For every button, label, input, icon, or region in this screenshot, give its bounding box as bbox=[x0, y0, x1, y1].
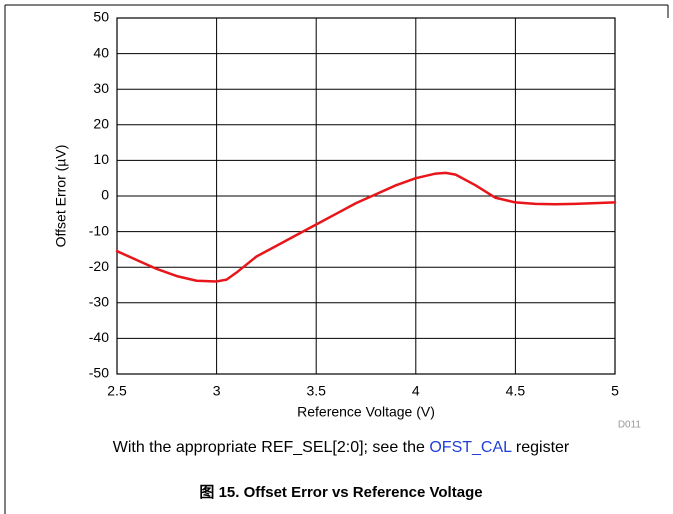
plot-frame bbox=[116, 17, 616, 375]
y-tick-label: 40 bbox=[93, 44, 109, 60]
x-tick-label: 3 bbox=[213, 383, 221, 399]
x-tick-label: 5 bbox=[611, 383, 619, 399]
y-tick-label: -20 bbox=[89, 258, 109, 274]
y-axis-label: Offset Error (µV) bbox=[53, 145, 69, 248]
x-tick-label: 4.5 bbox=[506, 383, 526, 399]
x-tick-label: 4 bbox=[412, 383, 420, 399]
y-tick-label: 50 bbox=[93, 9, 109, 25]
y-tick-label: -50 bbox=[89, 365, 109, 381]
figure-title: 图 15. Offset Error vs Reference Voltage bbox=[199, 484, 482, 501]
y-tick-label: 10 bbox=[93, 151, 109, 167]
y-tick-label: -10 bbox=[89, 222, 109, 238]
caption-text: register bbox=[511, 439, 569, 456]
x-axis-label: Reference Voltage (V) bbox=[297, 404, 435, 420]
x-tick-label: 2.5 bbox=[107, 383, 127, 399]
y-tick-label: -40 bbox=[89, 329, 109, 345]
data-line bbox=[115, 171, 617, 283]
caption-text: With the appropriate REF_SEL[2:0]; see t… bbox=[113, 439, 430, 456]
y-tick-label: -30 bbox=[89, 294, 109, 310]
figure-code: D011 bbox=[618, 420, 642, 431]
register-link[interactable]: OFST_CAL bbox=[429, 439, 512, 456]
y-tick-label: 20 bbox=[93, 116, 109, 132]
y-tick-label: 0 bbox=[101, 187, 109, 203]
x-tick-label: 3.5 bbox=[306, 383, 326, 399]
caption: With the appropriate REF_SEL[2:0]; see t… bbox=[113, 439, 570, 456]
y-tick-label: 30 bbox=[93, 80, 109, 96]
